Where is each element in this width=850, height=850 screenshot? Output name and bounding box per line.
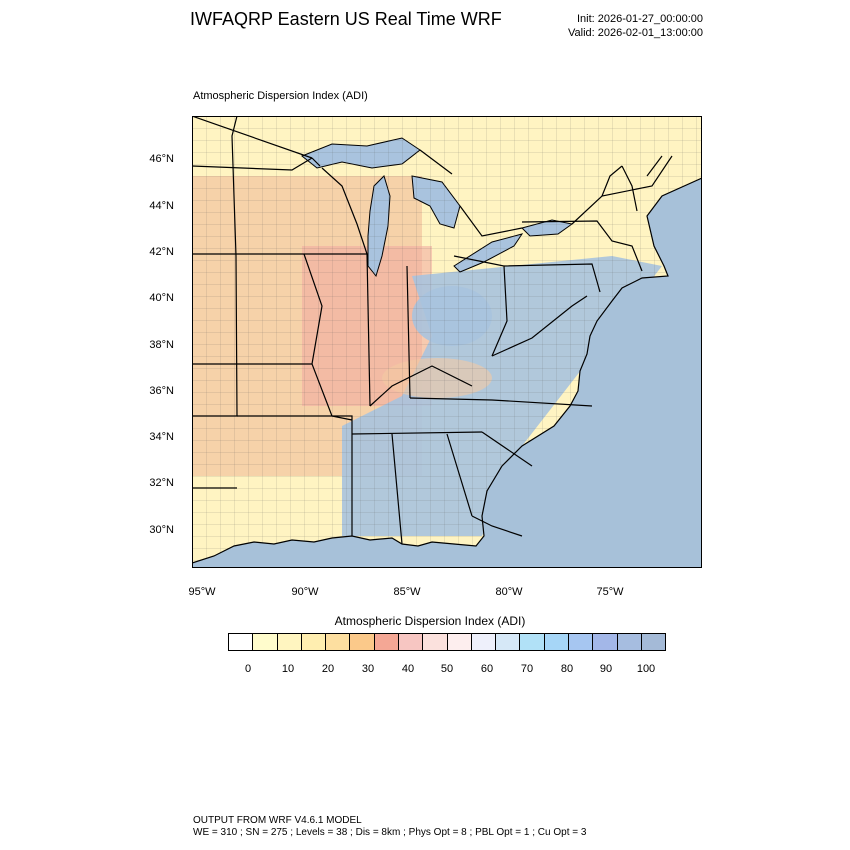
- colorbar-swatch: [617, 634, 642, 650]
- colorbar-swatch: [520, 634, 545, 650]
- lat-label: 34°N: [149, 431, 174, 443]
- international-border: [192, 149, 673, 237]
- colorbar-swatch: [423, 634, 448, 650]
- colorbar: [228, 633, 666, 651]
- lat-label: 38°N: [149, 339, 174, 351]
- lon-label: 75°W: [596, 586, 624, 598]
- map-frame: [192, 116, 702, 568]
- lon-label: 80°W: [495, 586, 523, 598]
- lat-label: 40°N: [149, 292, 174, 304]
- colorbar-swatch: [496, 634, 521, 650]
- colorbar-swatch: [471, 634, 497, 650]
- colorbar-tick: 100: [636, 663, 656, 675]
- lat-label: 36°N: [149, 385, 174, 397]
- lon-label: 85°W: [393, 586, 421, 598]
- lon-label: 90°W: [291, 586, 319, 598]
- coastline: [192, 177, 702, 564]
- colorbar-swatch: [301, 634, 327, 650]
- colorbar-title: Atmospheric Dispersion Index (ADI): [334, 614, 526, 628]
- valid-time: Valid: 2026-02-01_13:00:00: [568, 27, 703, 39]
- colorbar-swatch: [641, 634, 666, 650]
- colorbar-swatch: [253, 634, 278, 650]
- state-boundaries: [192, 116, 663, 545]
- init-time: Init: 2026-01-27_00:00:00: [577, 13, 703, 25]
- lat-label: 44°N: [149, 200, 174, 212]
- main-title: IWFAQRP Eastern US Real Time WRF: [190, 9, 502, 29]
- colorbar-tick: 70: [520, 663, 534, 675]
- colorbar-tick: 60: [480, 663, 494, 675]
- lat-label: 46°N: [149, 153, 174, 165]
- colorbar-swatch: [229, 634, 254, 650]
- lat-label: 30°N: [149, 524, 174, 536]
- colorbar-swatch: [544, 634, 569, 650]
- colorbar-swatch: [374, 634, 399, 650]
- colorbar-swatch: [447, 634, 472, 650]
- colorbar-swatch: [398, 634, 424, 650]
- colorbar-tick: 10: [281, 663, 295, 675]
- map-panel: [192, 116, 702, 568]
- colorbar-swatch: [277, 634, 302, 650]
- colorbar-tick: 80: [560, 663, 574, 675]
- colorbar-tick: 0: [244, 663, 252, 675]
- colorbar-swatch: [350, 634, 375, 650]
- lon-label: 95°W: [188, 586, 216, 598]
- colorbar-tick: 20: [321, 663, 335, 675]
- colorbar-tick: 40: [401, 663, 415, 675]
- plot-subtitle: Atmospheric Dispersion Index (ADI): [193, 90, 368, 102]
- lat-label: 42°N: [149, 246, 174, 258]
- colorbar-swatch: [593, 634, 618, 650]
- footer-config-line: WE = 310 ; SN = 275 ; Levels = 38 ; Dis …: [193, 827, 587, 838]
- colorbar-tick: 50: [440, 663, 454, 675]
- lat-label: 32°N: [149, 477, 174, 489]
- colorbar-tick: 30: [361, 663, 375, 675]
- footer-model-line: OUTPUT FROM WRF V4.6.1 MODEL: [193, 815, 362, 826]
- colorbar-swatch: [326, 634, 351, 650]
- colorbar-swatch: [568, 634, 594, 650]
- colorbar-tick: 90: [599, 663, 613, 675]
